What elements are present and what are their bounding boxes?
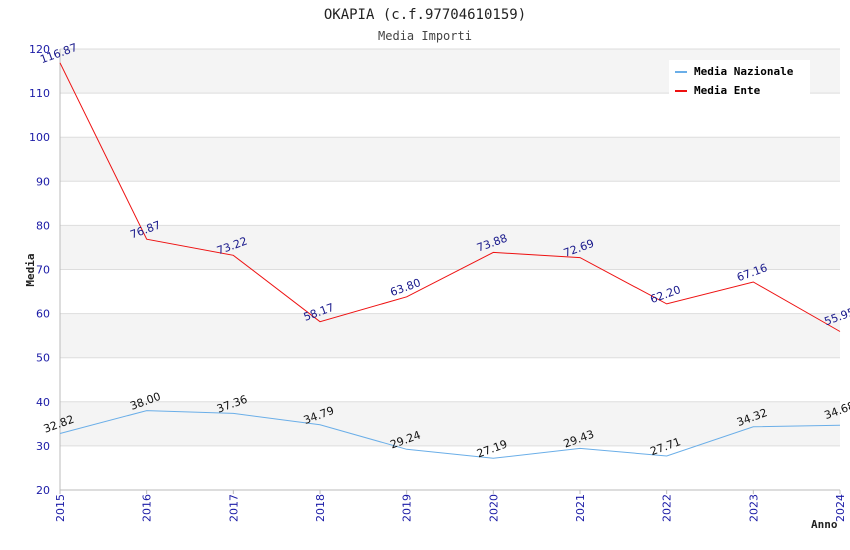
series-line-media-ente [59, 62, 841, 332]
x-tick-label: 2017 [227, 494, 240, 522]
x-tick-label: 2019 [401, 494, 414, 522]
series-lines [59, 62, 841, 459]
legend-box [669, 60, 810, 96]
y-tick-label: 40 [36, 396, 50, 409]
y-tick-label: 80 [36, 219, 50, 232]
y-tick-label: 70 [36, 264, 50, 277]
x-tick-labels: 2015 2016 2017 2018 2019 2020 2021 2022 2023 2024 [54, 494, 847, 522]
y-tick-label: 50 [36, 352, 50, 365]
series-line-media-nazionale [59, 410, 841, 459]
y-tick-label: 90 [36, 175, 50, 188]
grid-band [60, 313, 840, 358]
x-tick-label: 2021 [574, 494, 587, 522]
chart-title: OKAPIA (c.f.97704610159) [324, 7, 526, 23]
y-tick-labels: 20 30 40 50 60 70 80 90 100 110 120 [29, 43, 50, 497]
legend-label-media-nazionale: Media Nazionale [694, 65, 794, 78]
x-tick-label: 2024 [834, 494, 847, 522]
x-tick-label: 2020 [487, 494, 500, 522]
y-tick-label: 100 [29, 131, 50, 144]
grid-band [60, 445, 840, 490]
grid-band [60, 93, 840, 138]
x-tick-label: 2023 [747, 494, 760, 522]
y-tick-label: 120 [29, 43, 50, 56]
y-axis-label: Media [24, 253, 37, 286]
x-tick-label: 2016 [141, 494, 154, 522]
y-tick-label: 110 [29, 87, 50, 100]
y-tick-label: 20 [36, 484, 50, 497]
grid-band [60, 401, 840, 446]
grid-band [60, 181, 840, 226]
grid-bands [60, 49, 840, 490]
legend: Media Nazionale Media Ente [669, 60, 810, 97]
y-tick-label: 60 [36, 308, 50, 321]
x-tick-label: 2015 [54, 494, 67, 522]
grid-band [60, 137, 840, 182]
x-tick-label: 2018 [314, 494, 327, 522]
chart-subtitle: Media Importi [378, 29, 472, 43]
grid-band [60, 225, 840, 270]
x-tick-label: 2022 [661, 494, 674, 522]
grid-band [60, 357, 840, 402]
axes [59, 49, 841, 494]
y-tick-label: 30 [36, 440, 50, 453]
legend-label-media-ente: Media Ente [694, 84, 761, 97]
grid-band [60, 269, 840, 314]
x-axis-label: Anno [811, 518, 838, 531]
